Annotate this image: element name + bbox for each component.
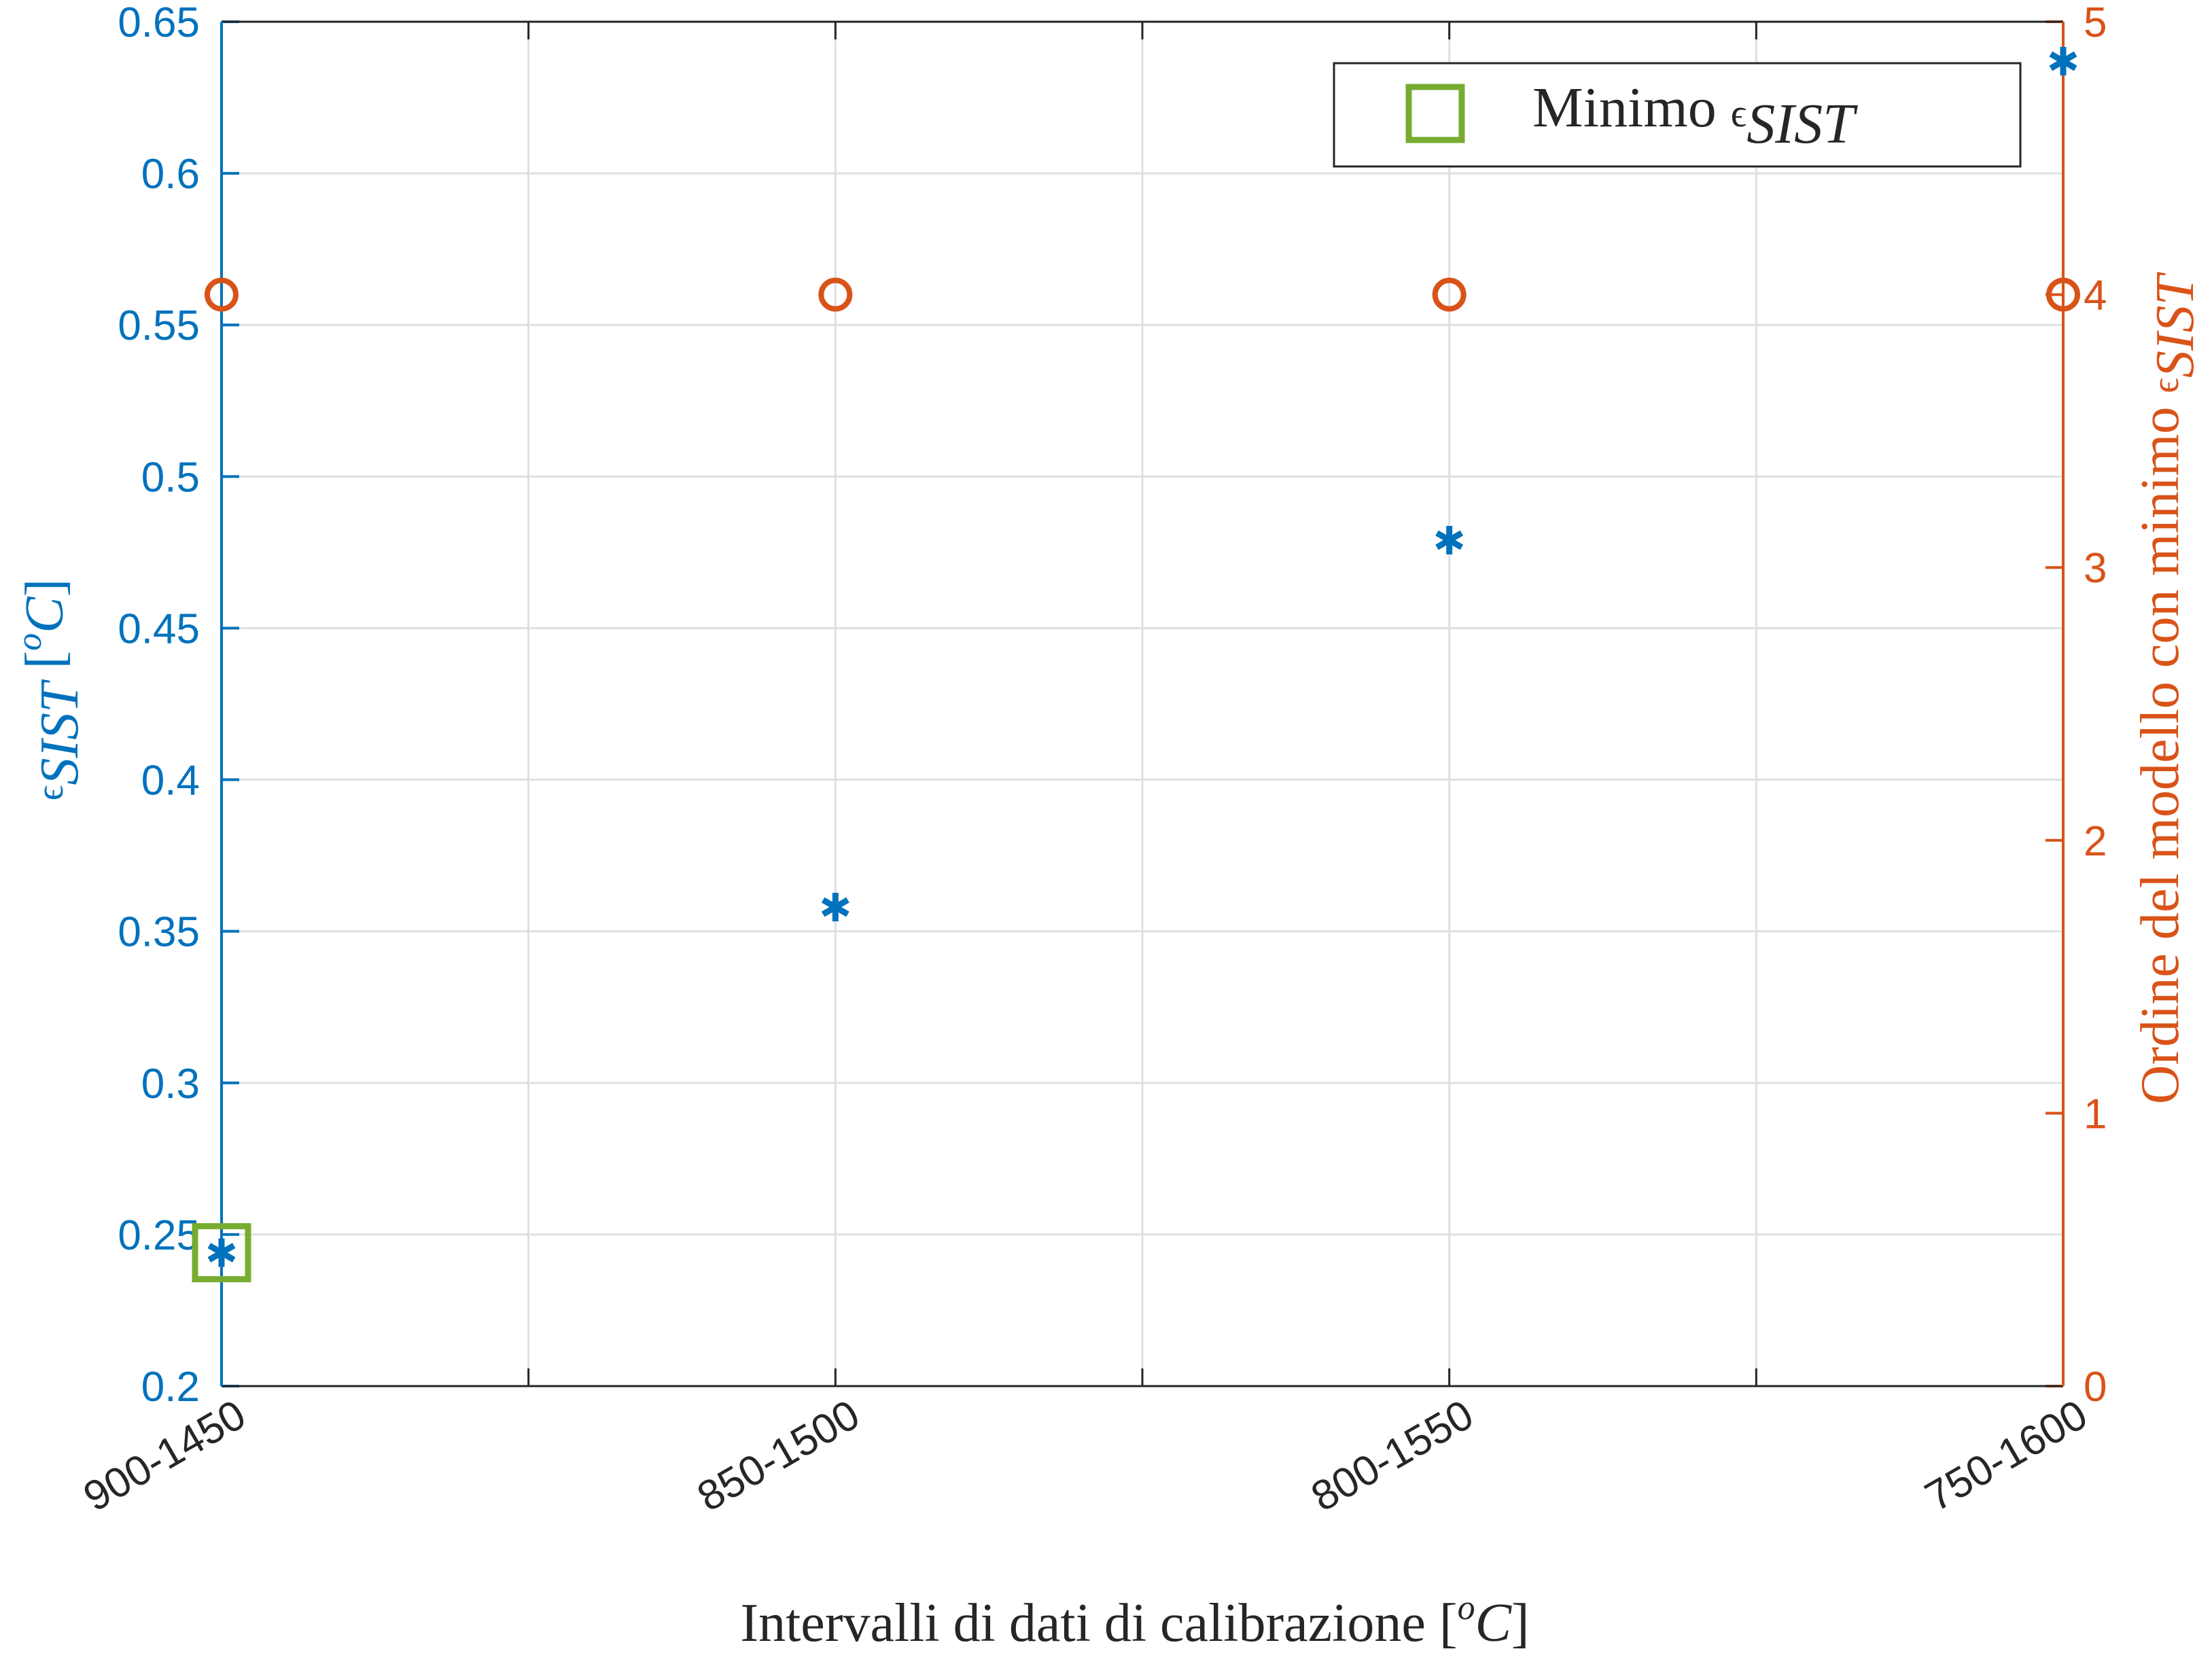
x-tick-label: 800-1550	[1303, 1391, 1481, 1521]
legend-entry-subscript: SIST	[1746, 92, 1858, 156]
asterisk-stroke	[821, 897, 849, 917]
legend-box	[1333, 62, 2022, 168]
left-y-label-symbol: ϵ	[29, 785, 71, 801]
minimum-marker-square	[192, 1223, 251, 1283]
right-y-axis-label: Ordine del modello con minimo ϵSIST	[2130, 271, 2205, 1104]
legend-marker-square	[1405, 84, 1465, 143]
left-tick-label: 0.25	[118, 1212, 200, 1259]
data-point-circle	[2046, 277, 2080, 312]
data-marks	[192, 47, 2080, 1283]
left-y-label-unit: C	[15, 596, 75, 633]
left-tick-label: 0.55	[118, 302, 200, 349]
x-tick-labels: 900-1450 850-1500 800-1550 750-1600	[76, 1391, 2095, 1521]
left-y-label-subscript: SIST	[30, 679, 90, 785]
left-tick-label: 0.5	[141, 454, 200, 501]
right-tick-label: 0	[2084, 1364, 2107, 1411]
right-tick-label: 1	[2084, 1091, 2107, 1137]
legend-entry-symbol: ϵ	[1731, 91, 1746, 135]
data-point-circle	[1432, 277, 1467, 312]
x-axis-label-close: ]	[1511, 1593, 1530, 1653]
right-tick-label: 4	[2084, 272, 2107, 319]
left-y-label-close: ]	[15, 579, 75, 597]
grid-lines	[220, 20, 2065, 1387]
x-axis-label-sup: o	[1458, 1589, 1475, 1627]
data-point-asterisk	[1435, 526, 1464, 555]
legend-entry-minimum: Minimo ϵSIST	[1532, 76, 1858, 156]
legend-entry-label: Minimo	[1532, 76, 1717, 139]
asterisk-stroke	[207, 1243, 236, 1263]
data-point-asterisk	[207, 1238, 236, 1267]
x-axis-label: Intervalli di dati di calibrazione [oC]	[740, 1589, 1529, 1653]
legend: Minimo ϵSIST	[1333, 62, 2022, 168]
x-tick-label: 850-1500	[690, 1391, 867, 1521]
x-axis-label-unit: C	[1475, 1593, 1513, 1653]
right-y-label-subscript: SIST	[2145, 271, 2205, 378]
asterisk-stroke	[2049, 51, 2077, 71]
data-point-asterisk	[821, 892, 849, 921]
left-tick-labels: 0.2 0.25 0.3 0.35 0.4 0.45 0.5 0.55 0.6 0.65	[118, 0, 200, 1411]
left-tick-label: 0.45	[118, 605, 200, 652]
x-tick-label: 750-1600	[1918, 1391, 2095, 1521]
right-y-label-symbol: ϵ	[2145, 378, 2187, 393]
data-point-asterisk	[2049, 47, 2077, 76]
left-tick-label: 0.2	[141, 1364, 200, 1411]
left-tick-label: 0.65	[118, 0, 200, 46]
right-y-label-text: Ordine del modello con minimo	[2130, 393, 2190, 1104]
data-point-circle	[818, 277, 853, 312]
left-y-axis-label: ϵSIST [oC]	[10, 579, 90, 800]
left-tick-label: 0.3	[141, 1061, 200, 1108]
right-tick-labels: 0 1 2 3 4 5	[2084, 0, 2107, 1411]
right-tick-label: 3	[2084, 545, 2107, 592]
left-tick-label: 0.4	[141, 758, 200, 804]
left-tick-label: 0.35	[118, 909, 200, 956]
asterisk-stroke	[1435, 530, 1464, 550]
x-axis-label-text: Intervalli di dati di calibrazione [	[740, 1593, 1457, 1653]
data-point-circle	[205, 277, 239, 312]
right-tick-label: 2	[2084, 818, 2107, 865]
left-tick-label: 0.6	[141, 151, 200, 198]
axes	[220, 20, 2065, 1387]
left-y-label-sup: o	[10, 633, 49, 651]
left-y-label-open: [	[15, 651, 75, 683]
right-tick-label: 5	[2084, 0, 2107, 46]
